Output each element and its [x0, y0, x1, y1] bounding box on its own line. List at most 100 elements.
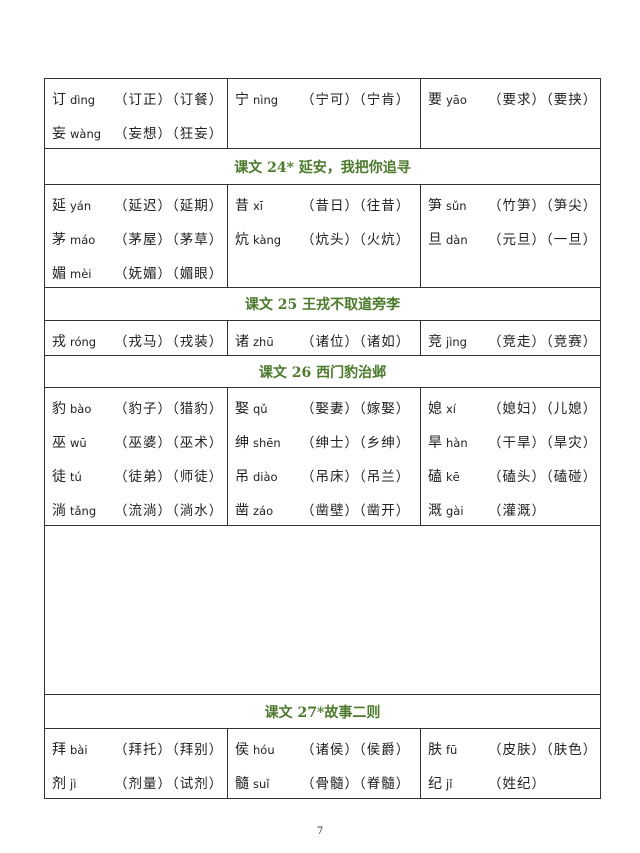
vocabulary-row: 戎 róng （戎马）（戎装） 诸 zhū （诸位）（诸如） 竞 jìng （竞走）（竞赛） [45, 320, 600, 355]
vocabulary-entry: 侯 hóu （诸侯）（侯爵） [235, 733, 420, 767]
character: 炕 [235, 232, 249, 248]
pinyin: nìng [253, 93, 279, 107]
example-words: （骨髓）（脊髓） [301, 776, 411, 792]
example-words: （诸侯）（侯爵） [301, 742, 411, 758]
lesson-header-row: 课文 24* 延安，我把你追寻 [45, 148, 600, 184]
vocabulary-cell: 媳 xí （媳妇）（儿媳） 旱 hàn （干旱）（旱灾） 磕 kē （磕头）（磕碰） 溉 gài （灌… [420, 388, 600, 525]
vocabulary-cell: 戎 róng （戎马）（戎装） [45, 321, 227, 355]
vocabulary-row: 豹 bào （豹子）（猎豹） 巫 wū （巫婆）（巫术） 徒 tú （徒弟）（师徒） 淌 tǎng （… [45, 387, 600, 525]
vocabulary-row: 订 dìng （订正）（订餐） 妄 wàng （妄想）（狂妄） 宁 nìng （宁可）（宁肯） 要… [45, 79, 600, 148]
vocabulary-entry: 绅 shēn （绅士）（乡绅） [235, 426, 420, 460]
pinyin: jǐ [446, 777, 453, 791]
character: 笋 [428, 198, 442, 214]
character: 徒 [52, 469, 66, 485]
character: 诸 [235, 334, 249, 350]
pinyin: bài [70, 743, 88, 757]
character: 媳 [428, 401, 442, 417]
example-words: （诸位）（诸如） [301, 334, 411, 350]
vocabulary-entry: 旦 dàn （元旦）（一旦） [428, 223, 600, 257]
example-words: （剂量）（试剂） [114, 776, 224, 792]
page-number: 7 [316, 826, 324, 837]
example-words: （吊床）（吊兰） [301, 469, 411, 485]
vocabulary-cell: 娶 qǔ （娶妻）（嫁娶） 绅 shēn （绅士）（乡绅） 吊 diào （吊床）（吊兰） 凿 zá… [227, 388, 420, 525]
pinyin: kē [446, 470, 460, 484]
example-words: （娶妻）（嫁娶） [301, 401, 411, 417]
example-words: （妩媚）（媚眼） [114, 266, 224, 282]
lesson-title: 课文 25 王戎不取道旁李 [244, 297, 401, 313]
example-words: （订正）（订餐） [114, 92, 224, 108]
vocabulary-entry: 淌 tǎng （流淌）（淌水） [52, 494, 227, 528]
vocabulary-entry: 要 yāo （要求）（要挟） [428, 83, 600, 117]
character: 旱 [428, 435, 442, 451]
vocabulary-entry: 昔 xī （昔日）（往昔） [235, 189, 420, 223]
character: 竞 [428, 334, 442, 350]
character: 侯 [235, 742, 249, 758]
pinyin: diào [253, 470, 278, 484]
vocabulary-entry: 磕 kē （磕头）（磕碰） [428, 460, 600, 494]
pinyin: tǎng [70, 504, 97, 518]
example-words: （媳妇）（儿媳） [488, 401, 598, 417]
character: 凿 [235, 503, 249, 519]
pinyin: hóu [253, 743, 275, 757]
pinyin: wàng [70, 127, 102, 141]
vocabulary-cell: 侯 hóu （诸侯）（侯爵） 髓 suǐ （骨髓）（脊髓） [227, 729, 420, 798]
character: 戎 [52, 334, 66, 350]
character: 肤 [428, 742, 442, 758]
vocabulary-entry: 巫 wū （巫婆）（巫术） [52, 426, 227, 460]
vocabulary-cell: 宁 nìng （宁可）（宁肯） [227, 79, 420, 148]
pinyin: kàng [253, 233, 282, 247]
vocabulary-entry: 纪 jǐ （姓纪） [428, 767, 600, 801]
vocabulary-entry: 肤 fū （皮肤）（肤色） [428, 733, 600, 767]
pinyin: jì [70, 777, 77, 791]
example-words: （昔日）（往昔） [301, 198, 411, 214]
example-words: （竞走）（竞赛） [488, 334, 598, 350]
pinyin: xī [253, 199, 264, 213]
vocabulary-entry: 炕 kàng （炕头）（火炕） [235, 223, 420, 257]
pinyin: suǐ [253, 777, 270, 791]
pinyin: záo [253, 504, 274, 518]
vocabulary-cell: 笋 sǔn （竹笋）（笋尖） 旦 dàn （元旦）（一旦） [420, 185, 600, 287]
vocabulary-cell: 昔 xī （昔日）（往昔） 炕 kàng （炕头）（火炕） [227, 185, 420, 287]
character: 延 [52, 198, 66, 214]
pinyin: róng [70, 335, 97, 349]
vocabulary-cell: 豹 bào （豹子）（猎豹） 巫 wū （巫婆）（巫术） 徒 tú （徒弟）（师徒） 淌 tǎng （… [45, 388, 227, 525]
vocabulary-entry: 延 yán （延迟）（延期） [52, 189, 227, 223]
character: 要 [428, 92, 442, 108]
example-words: （宁可）（宁肯） [301, 92, 411, 108]
vocabulary-entry: 诸 zhū （诸位）（诸如） [235, 325, 420, 359]
example-words: （流淌）（淌水） [114, 503, 224, 519]
vocabulary-entry: 剂 jì （剂量）（试剂） [52, 767, 227, 801]
example-words: （妄想）（狂妄） [114, 126, 224, 142]
lesson-header-row: 课文 26 西门豹治邺 [45, 355, 600, 387]
character: 磕 [428, 469, 442, 485]
vocabulary-entry: 媳 xí （媳妇）（儿媳） [428, 392, 600, 426]
pinyin: qǔ [253, 402, 268, 416]
vocabulary-entry: 娶 qǔ （娶妻）（嫁娶） [235, 392, 420, 426]
vocabulary-entry: 徒 tú （徒弟）（师徒） [52, 460, 227, 494]
example-words: （姓纪） [488, 776, 546, 792]
character: 绅 [235, 435, 249, 451]
character: 髓 [235, 776, 249, 792]
vocabulary-entry: 订 dìng （订正）（订餐） [52, 83, 227, 117]
pinyin: xí [446, 402, 457, 416]
pinyin: yāo [446, 93, 467, 107]
character: 纪 [428, 776, 442, 792]
example-words: （绅士）（乡绅） [301, 435, 411, 451]
example-words: （磕头）（磕碰） [488, 469, 598, 485]
example-words: （要求）（要挟） [488, 92, 598, 108]
vocabulary-cell: 诸 zhū （诸位）（诸如） [227, 321, 420, 355]
vocabulary-entry: 髓 suǐ （骨髓）（脊髓） [235, 767, 420, 801]
pinyin: hàn [446, 436, 468, 450]
vocabulary-entry: 茅 máo （茅屋）（茅草） [52, 223, 227, 257]
vocabulary-entry: 旱 hàn （干旱）（旱灾） [428, 426, 600, 460]
character: 媚 [52, 266, 66, 282]
character: 妄 [52, 126, 66, 142]
vocabulary-cell: 竞 jìng （竞走）（竞赛） [420, 321, 600, 355]
vocabulary-cell: 肤 fū （皮肤）（肤色） 纪 jǐ （姓纪） [420, 729, 600, 798]
vocabulary-entry: 戎 róng （戎马）（戎装） [52, 325, 227, 359]
character: 订 [52, 92, 66, 108]
pinyin: tú [70, 470, 82, 484]
character: 豹 [52, 401, 66, 417]
example-words: （戎马）（戎装） [114, 334, 224, 350]
example-words: （灌溉） [488, 503, 546, 519]
